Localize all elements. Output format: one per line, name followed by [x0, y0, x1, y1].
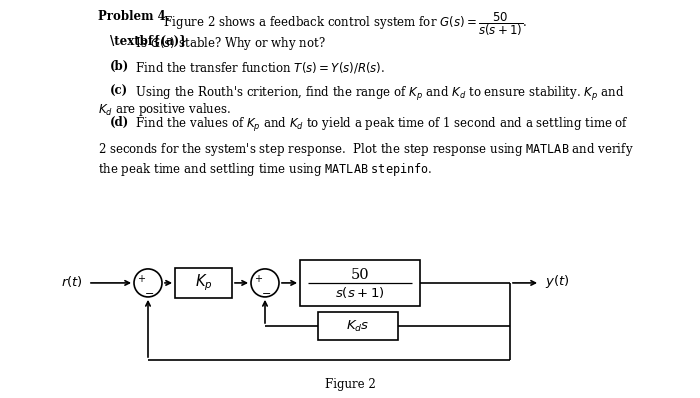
Text: $K_d s$: $K_d s$: [346, 318, 370, 334]
Text: +: +: [254, 274, 262, 284]
Bar: [300, 260, 420, 306]
Text: $K_d$ are positive values.: $K_d$ are positive values.: [98, 101, 231, 118]
Text: (c): (c): [110, 85, 128, 98]
Text: Find the values of $K_p$ and $K_d$ to yield a peak time of 1 second and a settli: Find the values of $K_p$ and $K_d$ to yi…: [132, 116, 629, 134]
Text: Figure 2: Figure 2: [325, 378, 375, 392]
Bar: [175, 268, 232, 298]
Text: $s(s + 1)$: $s(s + 1)$: [335, 285, 385, 300]
Text: the peak time and settling time using $\mathtt{MATLAB}$ $\mathtt{stepinfo}$.: the peak time and settling time using $\…: [98, 161, 432, 178]
Text: Is $G(s)$ stable? Why or why not?: Is $G(s)$ stable? Why or why not?: [132, 35, 326, 52]
Text: 2 seconds for the system's step response.  Plot the step response using $\mathtt: 2 seconds for the system's step response…: [98, 141, 634, 158]
Bar: [318, 312, 398, 340]
Text: −: −: [262, 289, 272, 299]
Text: Problem 4.: Problem 4.: [98, 10, 170, 23]
Text: $K_p$: $K_p$: [195, 273, 212, 293]
Text: (d): (d): [110, 116, 130, 129]
Text: $y(t)$: $y(t)$: [545, 273, 570, 291]
Text: −: −: [146, 289, 155, 299]
Text: \textbf{(a)}: \textbf{(a)}: [110, 35, 187, 48]
Text: $r(t)$: $r(t)$: [61, 274, 83, 289]
Text: 50: 50: [351, 268, 370, 282]
Text: +: +: [137, 274, 145, 284]
Text: Find the transfer function $T(s) = Y(s)/R(s)$.: Find the transfer function $T(s) = Y(s)/…: [132, 60, 385, 75]
Text: Figure 2 shows a feedback control system for $G(s) = \dfrac{50}{s(s+1)}$.: Figure 2 shows a feedback control system…: [160, 10, 528, 38]
Text: (b): (b): [110, 60, 130, 73]
Text: Using the Routh's criterion, find the range of $K_p$ and $K_d$ to ensure stabili: Using the Routh's criterion, find the ra…: [132, 85, 624, 103]
